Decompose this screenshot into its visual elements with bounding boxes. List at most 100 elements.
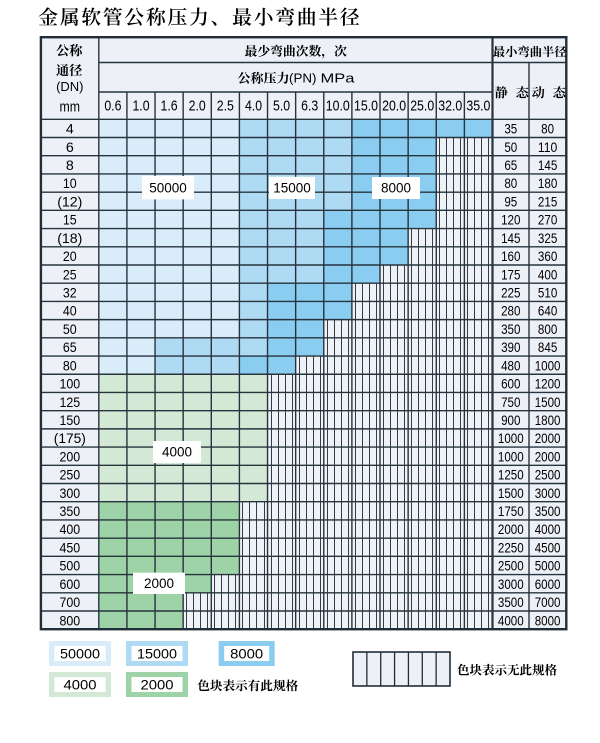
svg-text:50000: 50000 [60,645,100,661]
svg-text:10: 10 [63,176,77,192]
svg-text:4.0: 4.0 [245,97,262,114]
svg-text:8: 8 [66,158,74,174]
svg-text:10.0: 10.0 [326,97,350,114]
svg-text:8000: 8000 [535,613,561,628]
svg-text:50: 50 [63,322,77,338]
svg-text:700: 700 [59,595,80,611]
svg-text:1000: 1000 [498,431,524,446]
svg-text:50000: 50000 [149,180,187,195]
svg-text:2500: 2500 [535,468,561,483]
svg-text:7000: 7000 [535,595,561,610]
svg-text:2000: 2000 [535,431,561,446]
svg-text:15000: 15000 [137,645,177,661]
svg-text:2000: 2000 [535,449,561,464]
svg-text:50: 50 [504,140,517,155]
svg-text:15.0: 15.0 [354,97,378,114]
svg-text:1200: 1200 [535,377,561,392]
svg-text:2000: 2000 [498,522,524,537]
svg-text:750: 750 [501,395,521,410]
svg-text:390: 390 [501,340,521,355]
svg-text:360: 360 [538,249,558,264]
svg-text:(175): (175) [54,431,86,447]
svg-text:300: 300 [59,486,80,502]
svg-text:80: 80 [504,176,517,191]
svg-text:6.3: 6.3 [301,97,318,114]
svg-text:175: 175 [501,267,520,282]
svg-text:510: 510 [538,286,558,301]
svg-text:0.6: 0.6 [104,97,121,114]
svg-text:900: 900 [501,413,521,428]
svg-text:1000: 1000 [498,449,524,464]
svg-text:600: 600 [59,577,80,593]
svg-text:4000: 4000 [535,522,561,537]
svg-text:400: 400 [538,267,558,282]
svg-text:450: 450 [59,541,80,557]
svg-text:1800: 1800 [535,413,561,428]
svg-text:(PN): (PN) [289,71,317,86]
svg-text:2250: 2250 [498,541,524,556]
svg-text:1000: 1000 [535,358,561,373]
svg-text:65: 65 [63,340,77,356]
svg-text:5000: 5000 [535,559,561,574]
svg-text:4000: 4000 [162,445,192,460]
svg-text:3000: 3000 [498,577,524,592]
svg-text:20: 20 [63,249,77,265]
svg-text:95: 95 [504,194,517,209]
svg-text:180: 180 [538,176,558,191]
svg-text:400: 400 [59,522,80,538]
svg-text:(18): (18) [57,231,82,247]
svg-text:40: 40 [63,304,77,320]
svg-text:80: 80 [63,358,77,374]
svg-text:20.0: 20.0 [382,97,406,114]
svg-text:500: 500 [59,559,80,575]
svg-text:640: 640 [538,304,558,319]
svg-text:1500: 1500 [498,486,524,501]
svg-text:32: 32 [63,286,77,302]
svg-text:2.0: 2.0 [189,97,206,114]
svg-text:80: 80 [541,122,554,137]
svg-text:1750: 1750 [498,504,524,519]
svg-text:(12): (12) [57,194,82,210]
svg-text:350: 350 [501,322,521,337]
svg-text:3500: 3500 [535,504,561,519]
svg-text:600: 600 [501,377,521,392]
svg-text:(DN): (DN) [56,79,83,94]
svg-text:6000: 6000 [535,577,561,592]
svg-text:1.0: 1.0 [132,97,149,114]
svg-text:225: 225 [501,286,520,301]
svg-text:100: 100 [59,377,80,393]
svg-text:5.0: 5.0 [273,97,290,114]
svg-text:4000: 4000 [498,613,524,628]
svg-text:2500: 2500 [498,559,524,574]
svg-text:6: 6 [66,140,74,156]
svg-text:280: 280 [501,304,521,319]
svg-text:3000: 3000 [535,486,561,501]
svg-text:215: 215 [538,194,557,209]
svg-text:145: 145 [538,158,557,173]
svg-text:350: 350 [59,504,80,520]
svg-text:2.5: 2.5 [217,97,234,114]
svg-text:4: 4 [66,122,74,138]
svg-text:2000: 2000 [141,676,174,692]
svg-text:25.0: 25.0 [410,97,434,114]
svg-text:845: 845 [538,340,557,355]
svg-text:35.0: 35.0 [466,97,490,114]
svg-text:25: 25 [63,267,77,283]
svg-text:3500: 3500 [498,595,524,610]
svg-text:800: 800 [59,613,80,629]
svg-text:160: 160 [501,249,521,264]
svg-text:35: 35 [504,122,517,137]
svg-text:150: 150 [59,413,80,429]
svg-text:145: 145 [501,231,520,246]
svg-text:120: 120 [501,213,521,228]
svg-text:800: 800 [538,322,558,337]
svg-text:8000: 8000 [230,645,263,661]
svg-text:15000: 15000 [273,181,311,196]
svg-text:1.6: 1.6 [161,97,178,114]
svg-text:4000: 4000 [64,676,97,692]
svg-text:15: 15 [63,213,77,229]
svg-text:MPa: MPa [321,71,356,86]
svg-text:4500: 4500 [535,541,561,556]
svg-text:270: 270 [538,213,558,228]
svg-text:110: 110 [538,140,558,155]
